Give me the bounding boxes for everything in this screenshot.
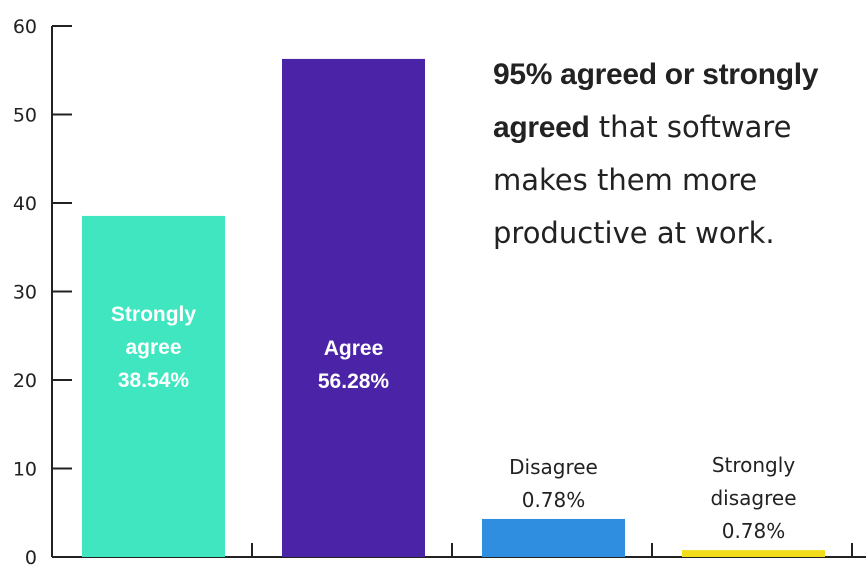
y-tick-label: 0 <box>25 547 37 565</box>
y-tick-label: 40 <box>13 193 37 215</box>
bar-category-label: Disagree <box>509 455 598 479</box>
y-tick-label: 10 <box>13 459 37 481</box>
bar <box>82 215 225 557</box>
bar-category-label: Strongly <box>111 303 196 326</box>
bar-category-label: Strongly <box>712 453 795 477</box>
bar-value-label: 38.54% <box>118 369 190 392</box>
bar <box>482 518 625 557</box>
bar-category-label: agree <box>125 336 181 359</box>
bar <box>682 550 825 557</box>
bar-category-label: disagree <box>710 486 796 510</box>
bar-value-label: 0.78% <box>722 519 786 543</box>
bar-value-label: 56.28% <box>318 370 390 393</box>
y-tick-label: 20 <box>13 370 37 392</box>
bars <box>82 58 825 558</box>
y-tick-label: 60 <box>13 16 37 38</box>
headline-callout: 95% agreed or strongly agreed that softw… <box>493 48 865 260</box>
headline-rest: that software makes them more productive… <box>493 110 792 250</box>
bar-labels: Strongly agree 38.54% Agree 56.28% Disagree 0.… <box>111 303 797 543</box>
bar-category-label: Agree <box>324 337 384 360</box>
bar <box>282 58 425 558</box>
y-tick-label: 50 <box>13 105 37 127</box>
y-tick-label: 30 <box>13 282 37 304</box>
bar-value-label: 0.78% <box>522 488 586 512</box>
headline-bold: 95% agreed or strongly agreed <box>493 58 819 144</box>
